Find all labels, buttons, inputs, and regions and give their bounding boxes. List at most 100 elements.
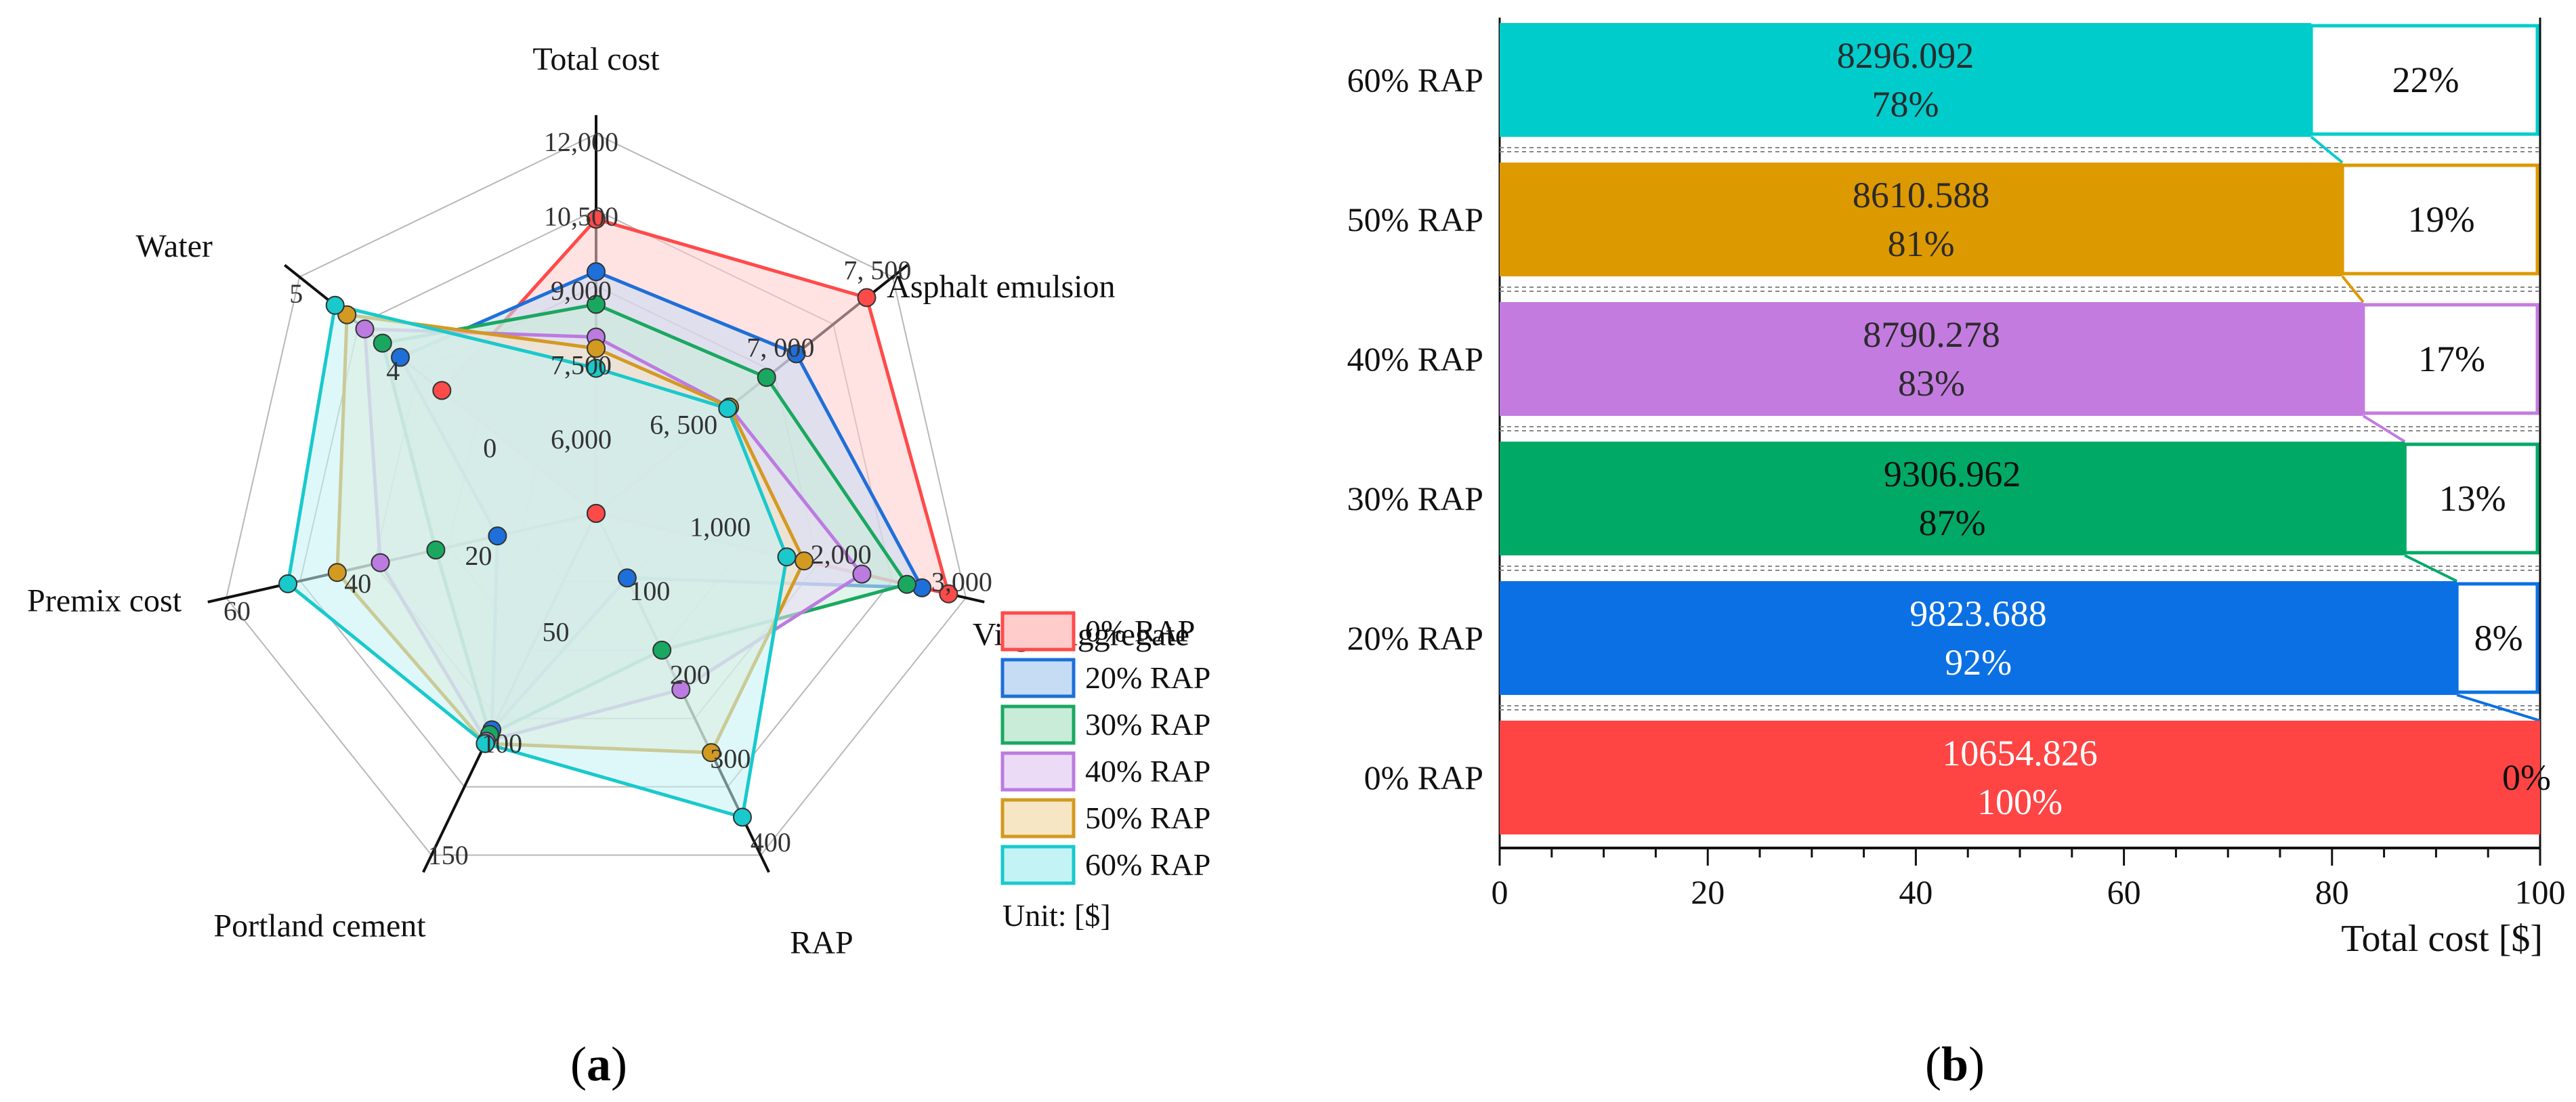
bar-total-label: 8790.278 bbox=[1863, 314, 2000, 355]
radar-point-0-6 bbox=[432, 381, 452, 400]
x-axis-title: Total cost [$] bbox=[2341, 918, 2543, 960]
legend-label-1: 20% RAP bbox=[1085, 660, 1210, 695]
radar-axis-name: Water bbox=[135, 228, 212, 264]
radar-tick-label: 300 bbox=[710, 743, 751, 773]
radar-tick-label: 60 bbox=[224, 596, 251, 627]
saving-label: 19% bbox=[2408, 199, 2475, 240]
x-tick-label: 20 bbox=[1691, 873, 1725, 911]
bar-percent-label: 78% bbox=[1872, 84, 1939, 125]
stacked-bar-chart: 60% RAP 8296.092 78% 22% 50% RAP 8610.588 81% 1… bbox=[1347, 18, 2566, 960]
bar-category-label: 40% RAP bbox=[1347, 340, 1483, 378]
radar-tick-label: 3,000 bbox=[931, 567, 992, 597]
radar-point-3-6 bbox=[355, 319, 375, 339]
radar-point-0-1 bbox=[857, 288, 877, 308]
radar-tick-label: 200 bbox=[670, 660, 711, 690]
radar-point-5-4 bbox=[476, 734, 495, 753]
radar-axis-name: Premix cost bbox=[27, 583, 182, 619]
panel-a-label: (a) bbox=[570, 1037, 627, 1091]
bar-total-label: 10654.826 bbox=[1942, 733, 2098, 773]
radar-point-3-2 bbox=[852, 564, 872, 584]
radar-grid-ring-5 bbox=[225, 133, 967, 856]
connector-line bbox=[2341, 275, 2365, 303]
radar-point-2-6 bbox=[373, 333, 392, 353]
x-tick-label: 60 bbox=[2107, 873, 2141, 911]
legend-swatch-3 bbox=[1000, 751, 1076, 792]
bar-total-label: 9823.688 bbox=[1909, 593, 2047, 634]
legend-unit-note: Unit: [$] bbox=[1002, 898, 1111, 933]
bar-segment-0 bbox=[1500, 23, 2312, 137]
saving-segment-3 bbox=[2403, 442, 2539, 555]
legend-label-5: 60% RAP bbox=[1085, 847, 1210, 882]
bar-percent-label: 81% bbox=[1888, 224, 1955, 264]
bar-percent-label: 92% bbox=[1945, 642, 2012, 683]
radar-tick-label: 50 bbox=[542, 616, 569, 647]
legend-swatch-4 bbox=[1000, 798, 1076, 839]
radar-point-2-3 bbox=[652, 640, 672, 660]
radar-point-5-3 bbox=[732, 807, 752, 827]
radar-point-2-2 bbox=[897, 574, 916, 594]
radar-point-3-5 bbox=[371, 553, 390, 572]
radar-point-1-5 bbox=[488, 526, 507, 546]
bar-segment-3 bbox=[1500, 442, 2405, 555]
bar-segment-5 bbox=[1500, 721, 2540, 834]
legend-label-0: 0% RAP bbox=[1085, 614, 1195, 648]
radar-point-5-1 bbox=[718, 399, 738, 419]
radar-point-4-0 bbox=[587, 339, 606, 358]
saving-label: 8% bbox=[2474, 618, 2523, 658]
radar-point-0-5 bbox=[587, 504, 606, 523]
radar-point-2-0 bbox=[587, 295, 606, 314]
radar-tick-label: 6,000 bbox=[551, 424, 612, 454]
bar-total-label: 9306.962 bbox=[1884, 454, 2021, 494]
radar-axis-name: RAP bbox=[790, 925, 853, 961]
x-tick-label: 40 bbox=[1899, 873, 1933, 911]
radar-point-1-0 bbox=[587, 262, 606, 282]
bar-segment-4 bbox=[1500, 581, 2457, 695]
radar-point-0-2 bbox=[939, 584, 958, 603]
x-tick-label: 100 bbox=[2515, 873, 2566, 911]
radar-tick-label: 400 bbox=[751, 827, 791, 857]
connector-line bbox=[2362, 415, 2406, 443]
radar-tick-label: 150 bbox=[428, 840, 469, 870]
legend-label-4: 50% RAP bbox=[1085, 801, 1210, 835]
bar-percent-label: 83% bbox=[1898, 363, 1965, 404]
radar-axis-name: Total cost bbox=[532, 41, 660, 77]
bar-percent-label: 100% bbox=[1977, 782, 2063, 822]
radar-tick-label: 5 bbox=[289, 278, 303, 309]
saving-label: 22% bbox=[2392, 60, 2459, 100]
radar-point-5-2 bbox=[777, 547, 797, 567]
bar-segment-2 bbox=[1500, 302, 2363, 416]
radar-chart: 6,000 7,500 9,000 10,500 12,000 6, 500 7, 000 7… bbox=[27, 41, 1189, 961]
radar-point-5-5 bbox=[278, 574, 298, 593]
radar-tick-label: 100 bbox=[629, 576, 670, 606]
bar-category-label: 60% RAP bbox=[1347, 61, 1483, 99]
radar-tick-label: 12,000 bbox=[544, 127, 618, 157]
radar-point-2-1 bbox=[757, 368, 776, 387]
bar-total-label: 8296.092 bbox=[1837, 35, 1975, 76]
legend-swatch-1 bbox=[1000, 658, 1076, 698]
saving-segment-2 bbox=[2361, 303, 2539, 415]
radar-point-2-5 bbox=[426, 540, 446, 559]
panel-b-label: (b) bbox=[1925, 1037, 1985, 1091]
radar-axis-name: Portland cement bbox=[213, 908, 426, 944]
radar-tick-label: 40 bbox=[344, 568, 371, 599]
radar-point-1-1 bbox=[786, 344, 806, 364]
radar-point-4-5 bbox=[327, 563, 347, 582]
radar-point-4-3 bbox=[702, 743, 721, 763]
bar-total-label: 8610.588 bbox=[1853, 175, 1990, 215]
legend-label-2: 30% RAP bbox=[1085, 707, 1210, 742]
radar-tick-label: 7,500 bbox=[551, 349, 612, 380]
bar-segment-1 bbox=[1500, 163, 2343, 276]
bar-category-label: 0% RAP bbox=[1364, 759, 1483, 797]
x-tick-label: 0 bbox=[1492, 873, 1508, 911]
radar-point-5-0 bbox=[587, 358, 606, 378]
radar-tick-label: 1,000 bbox=[690, 511, 751, 542]
bar-percent-label: 87% bbox=[1919, 503, 1986, 543]
x-tick-label: 80 bbox=[2315, 873, 2349, 911]
radar-point-1-6 bbox=[391, 347, 410, 367]
radar-point-3-3 bbox=[671, 680, 691, 700]
bar-category-label: 50% RAP bbox=[1347, 200, 1483, 238]
legend-label-3: 40% RAP bbox=[1085, 754, 1210, 788]
saving-label: 17% bbox=[2418, 339, 2485, 379]
radar-tick-label: 4 bbox=[386, 356, 400, 386]
